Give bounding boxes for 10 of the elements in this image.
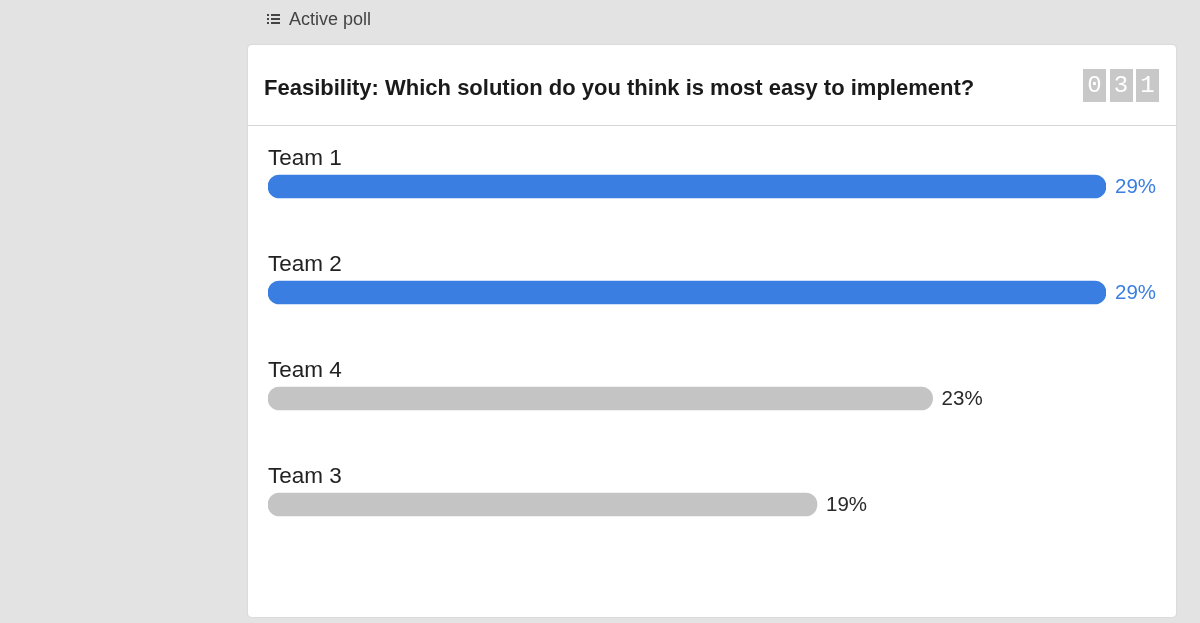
- text: Active poll: [289, 8, 372, 30]
- y-tick-label: Team 3: [268, 463, 342, 488]
- y-tick-label: Team 4: [268, 357, 342, 382]
- data-label: 19%: [826, 492, 868, 516]
- data-label: 29%: [1115, 280, 1157, 304]
- data-label: 23%: [941, 386, 983, 410]
- data-label: 29%: [1115, 174, 1157, 198]
- y-tick-label: Team 2: [268, 251, 342, 276]
- y-tick-label: Team 1: [268, 145, 342, 170]
- chart-title: Feasibility: Which solution do you think is most easy to implement?: [264, 74, 975, 102]
